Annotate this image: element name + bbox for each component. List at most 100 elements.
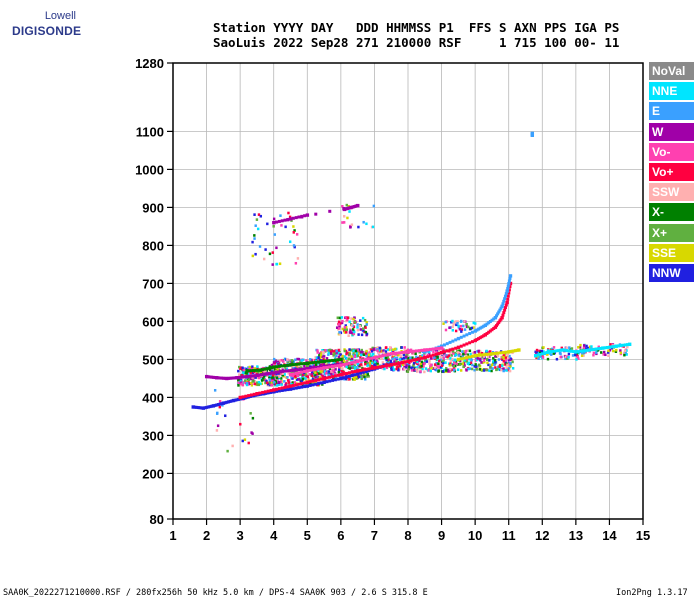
echo-point: [310, 372, 314, 376]
echo-point: [311, 358, 315, 362]
trace-fill: [300, 370, 304, 374]
echo-point: [456, 321, 459, 325]
echo-point: [405, 364, 408, 367]
trace-fill: [270, 366, 274, 370]
echo-point: [353, 366, 357, 369]
echo-point: [406, 361, 409, 365]
echo-point: [305, 374, 308, 378]
echo-point: [457, 354, 461, 357]
trace-fill: [319, 381, 323, 385]
echo-point: [575, 358, 578, 361]
echo-point: [492, 360, 495, 363]
echo-point: [247, 381, 250, 384]
trace-point-nne: [533, 354, 538, 358]
echo-point: [549, 348, 553, 351]
trace-fill: [342, 206, 346, 210]
echo-point: [494, 355, 497, 358]
trace-fill: [477, 327, 481, 331]
trace-point-e: [423, 350, 427, 354]
echo-point: [332, 361, 336, 365]
trace-fill: [487, 330, 491, 334]
echo-point: [314, 381, 317, 384]
echo-point: [378, 346, 381, 350]
echo-point: [444, 320, 447, 324]
echo-point: [569, 348, 572, 351]
echo-point: [577, 345, 580, 349]
trace-point-nne: [587, 348, 592, 352]
echo-point: [571, 354, 575, 357]
echo-point: [253, 237, 256, 240]
echo-point: [395, 367, 398, 371]
trace-point-nnw: [339, 376, 343, 381]
trace-fill: [361, 358, 365, 362]
trace-fill: [465, 333, 469, 337]
trace-fill: [319, 366, 323, 370]
echo-point: [364, 362, 367, 366]
trace-fill: [223, 376, 227, 380]
echo-point: [287, 381, 291, 384]
trace-fill: [311, 368, 315, 372]
echo-point: [335, 349, 338, 353]
echo-point: [459, 359, 462, 363]
trace-fill: [512, 349, 516, 353]
echo-point: [479, 357, 482, 361]
trace-point-vo-: [372, 366, 377, 370]
echo-point: [607, 349, 610, 353]
echo-point: [385, 366, 389, 370]
echo-point: [239, 422, 242, 426]
echo-point: [504, 359, 508, 362]
echo-point: [362, 327, 365, 331]
echo-point: [539, 355, 542, 358]
echo-point: [345, 316, 348, 319]
echo-point: [343, 331, 347, 334]
echo-point: [552, 352, 556, 355]
echo-point: [357, 225, 360, 229]
echo-point: [452, 352, 455, 355]
trace-fill: [490, 328, 494, 332]
echo-point: [467, 325, 470, 329]
trace-fill: [552, 349, 556, 353]
trace-point-vo-: [423, 348, 427, 352]
trace-fill: [314, 367, 318, 371]
trace-fill: [277, 387, 281, 391]
trace-fill: [319, 377, 323, 381]
echo-point: [451, 357, 454, 361]
trace-fill: [261, 368, 265, 372]
echo-point: [304, 373, 307, 376]
echo-point: [237, 384, 240, 387]
echo-point: [305, 364, 309, 368]
echo-point: [592, 353, 595, 357]
legend-item-ssw: SSW: [649, 183, 694, 202]
y-tick-label: 800: [142, 238, 164, 253]
echo-point: [312, 363, 315, 367]
x-tick-label: 1: [169, 528, 176, 543]
trace-fill: [488, 320, 492, 323]
echo-point: [266, 222, 269, 226]
echo-point: [462, 352, 465, 356]
echo-point: [581, 351, 584, 355]
trace-fill: [314, 365, 318, 369]
echo-point: [322, 349, 326, 352]
echo-point: [343, 329, 346, 333]
echo-point: [470, 367, 474, 371]
trace-fill: [434, 352, 438, 356]
trace-fill: [492, 326, 496, 330]
echo-point: [320, 355, 324, 358]
echo-point: [357, 375, 361, 379]
echo-point: [279, 380, 283, 383]
echo-point: [365, 323, 368, 326]
echo-point: [365, 222, 368, 226]
echo-point: [504, 363, 507, 366]
echo-point: [308, 373, 311, 376]
echo-point: [311, 374, 314, 378]
echo-point: [454, 329, 458, 333]
echo-point: [329, 348, 332, 352]
echo-point: [246, 373, 250, 376]
echo-point: [411, 365, 414, 369]
echo-point: [450, 363, 453, 367]
echo-point: [458, 349, 461, 352]
echo-point: [316, 372, 319, 376]
echo-point: [314, 363, 318, 367]
echo-point: [409, 356, 412, 360]
echo-point: [350, 355, 353, 358]
